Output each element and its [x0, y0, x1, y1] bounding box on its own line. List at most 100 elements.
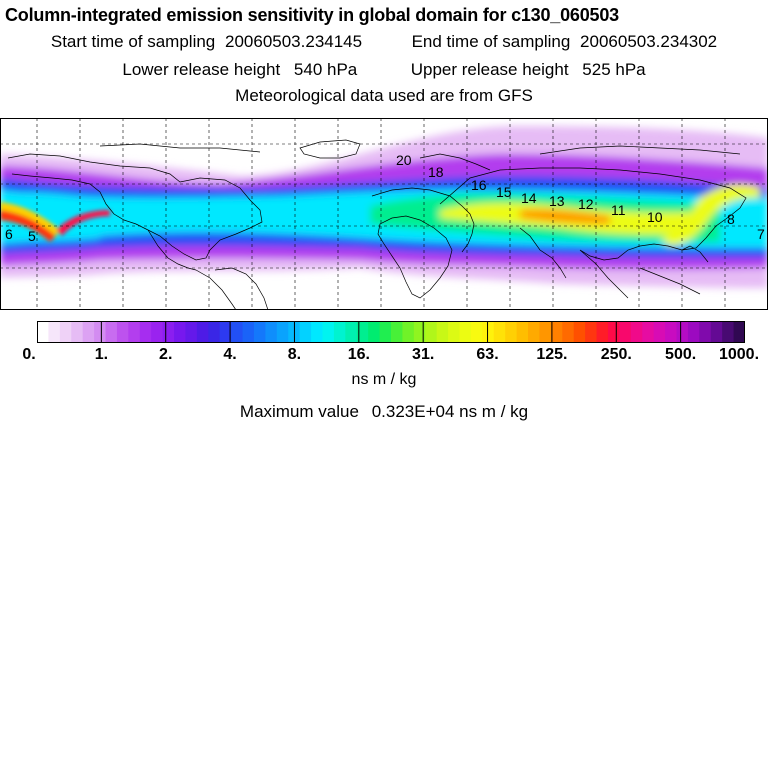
trajectory-label-16: 16 [471, 177, 487, 193]
colorbar-frame [37, 321, 745, 343]
colorbar-cell [585, 321, 598, 343]
colorbar-cell [196, 321, 209, 343]
trajectory-label-14: 14 [521, 190, 537, 206]
upper-height-label: Upper release height [410, 60, 569, 79]
colorbar-cell [402, 321, 415, 343]
end-time-value: 20060503.234302 [580, 32, 718, 51]
colorbar-cell [448, 321, 461, 343]
colorbar-cell [607, 321, 620, 343]
colorbar-cell [208, 321, 221, 343]
graticule [0, 118, 768, 310]
colorbar-cell [276, 321, 289, 343]
colorbar-cell [710, 321, 723, 343]
colorbar-cell [116, 321, 129, 343]
colorbar-cell [48, 321, 61, 343]
colorbar-cell [219, 321, 232, 343]
trajectory-label-12: 12 [578, 196, 594, 212]
maximum-value-row: Maximum value 0.323E+04 ns m / kg [0, 402, 768, 422]
colorbar-tick-label: 4. [223, 346, 237, 363]
colorbar-cell [562, 321, 575, 343]
plot-title: Column-integrated emission sensitivity i… [5, 5, 619, 25]
colorbar-cell [265, 321, 278, 343]
trajectory-label-11: 11 [611, 202, 626, 218]
colorbar-cell [299, 321, 312, 343]
colorbar-tick-label: 31. [412, 346, 435, 363]
colorbar-cell [630, 321, 643, 343]
maximum-value-label: Maximum value [239, 402, 359, 421]
colorbar-cell [242, 321, 255, 343]
colorbar-cell [665, 321, 677, 343]
emission-sensitivity-map: 5 6 7 8 10 11 12 13 14 15 16 18 20 [0, 118, 768, 310]
colorbar-cell [71, 321, 84, 343]
colorbar-cell [528, 321, 540, 343]
colorbar-tick-label: 125. [536, 346, 568, 363]
trajectory-label-18: 18 [428, 164, 444, 180]
colorbar-cell [425, 321, 438, 343]
coastlines [7, 139, 747, 310]
colorbar-tick-label: 1000. [718, 346, 760, 363]
colorbar-cell [231, 321, 244, 343]
colorbar-cell [413, 321, 426, 343]
colorbar-cell [379, 321, 392, 343]
colorbar [37, 321, 745, 343]
plume-field [0, 126, 768, 288]
colorbar-cell [436, 321, 449, 343]
colorbar-cell [391, 321, 403, 343]
colorbar-cell [687, 321, 700, 343]
plume-left-cyan [0, 192, 100, 242]
plume-orange-core [520, 209, 610, 224]
colorbar-cell [550, 321, 563, 343]
lower-height-value: 540 hPa [293, 60, 358, 79]
colorbar-cell [699, 321, 712, 343]
colorbar-cell [676, 321, 689, 343]
colorbar-units: ns m / kg [351, 371, 417, 388]
colorbar-cell [311, 321, 323, 343]
colorbar-cell [493, 321, 506, 343]
colorbar-tick-labels: 0. 1. 2. 4. 8. 16. 31. 63. 125. 250. 500. 1000. [0, 346, 768, 366]
colorbar-cell [482, 321, 495, 343]
colorbar-tick-label: 0. [22, 346, 36, 363]
colorbar-cell [733, 321, 745, 343]
colorbar-cell [345, 321, 358, 343]
colorbar-cell [105, 321, 118, 343]
colorbar-cell [94, 321, 107, 343]
colorbar-cell [459, 321, 472, 343]
colorbar-cell [470, 321, 483, 343]
colorbar-tick-label: 1. [94, 346, 109, 363]
colorbar-dividers [100, 321, 682, 343]
colorbar-cell [722, 321, 735, 343]
lower-height-label: Lower release height [122, 60, 281, 79]
colorbar-cell [253, 321, 266, 343]
colorbar-cell [174, 321, 186, 343]
trajectory-label-7: 7 [757, 226, 765, 242]
colorbar-cell [619, 321, 632, 343]
trajectory-label-20: 20 [396, 152, 412, 168]
colorbar-tick-label: 63. [476, 346, 499, 363]
meteorological-note: Meteorological data used are from GFS [235, 86, 533, 105]
trajectory-label-8: 8 [727, 211, 735, 227]
trajectory-labels: 5 6 7 8 10 11 12 13 14 15 16 18 20 [5, 152, 765, 244]
colorbar-cell [82, 321, 95, 343]
trajectory-label-6: 6 [5, 226, 13, 242]
hotspot-west [0, 202, 110, 242]
colorbar-cell [516, 321, 529, 343]
colorbar-cell [596, 321, 609, 343]
colorbar-cell [368, 321, 381, 343]
colorbar-cell [59, 321, 72, 343]
colorbar-cell [505, 321, 518, 343]
sampling-time-row: Start time of sampling 20060503.234145 E… [0, 32, 768, 52]
end-time-label: End time of sampling [411, 32, 571, 51]
colorbar-tick-label: 8. [287, 346, 302, 363]
start-time-label: Start time of sampling [50, 32, 216, 51]
colorbar-tick-label: 2. [159, 346, 173, 363]
colorbar-tick-label: 500. [665, 346, 697, 363]
trajectory-label-5: 5 [28, 228, 36, 244]
colorbar-cell [642, 321, 655, 343]
plume-right-arc [660, 184, 760, 246]
colorbar-cell [162, 321, 175, 343]
colorbar-cell [322, 321, 335, 343]
colorbar-cell [128, 321, 141, 343]
colorbar-cell [151, 321, 164, 343]
trajectory-label-13: 13 [549, 193, 565, 209]
upper-height-value: 525 hPa [582, 60, 646, 79]
